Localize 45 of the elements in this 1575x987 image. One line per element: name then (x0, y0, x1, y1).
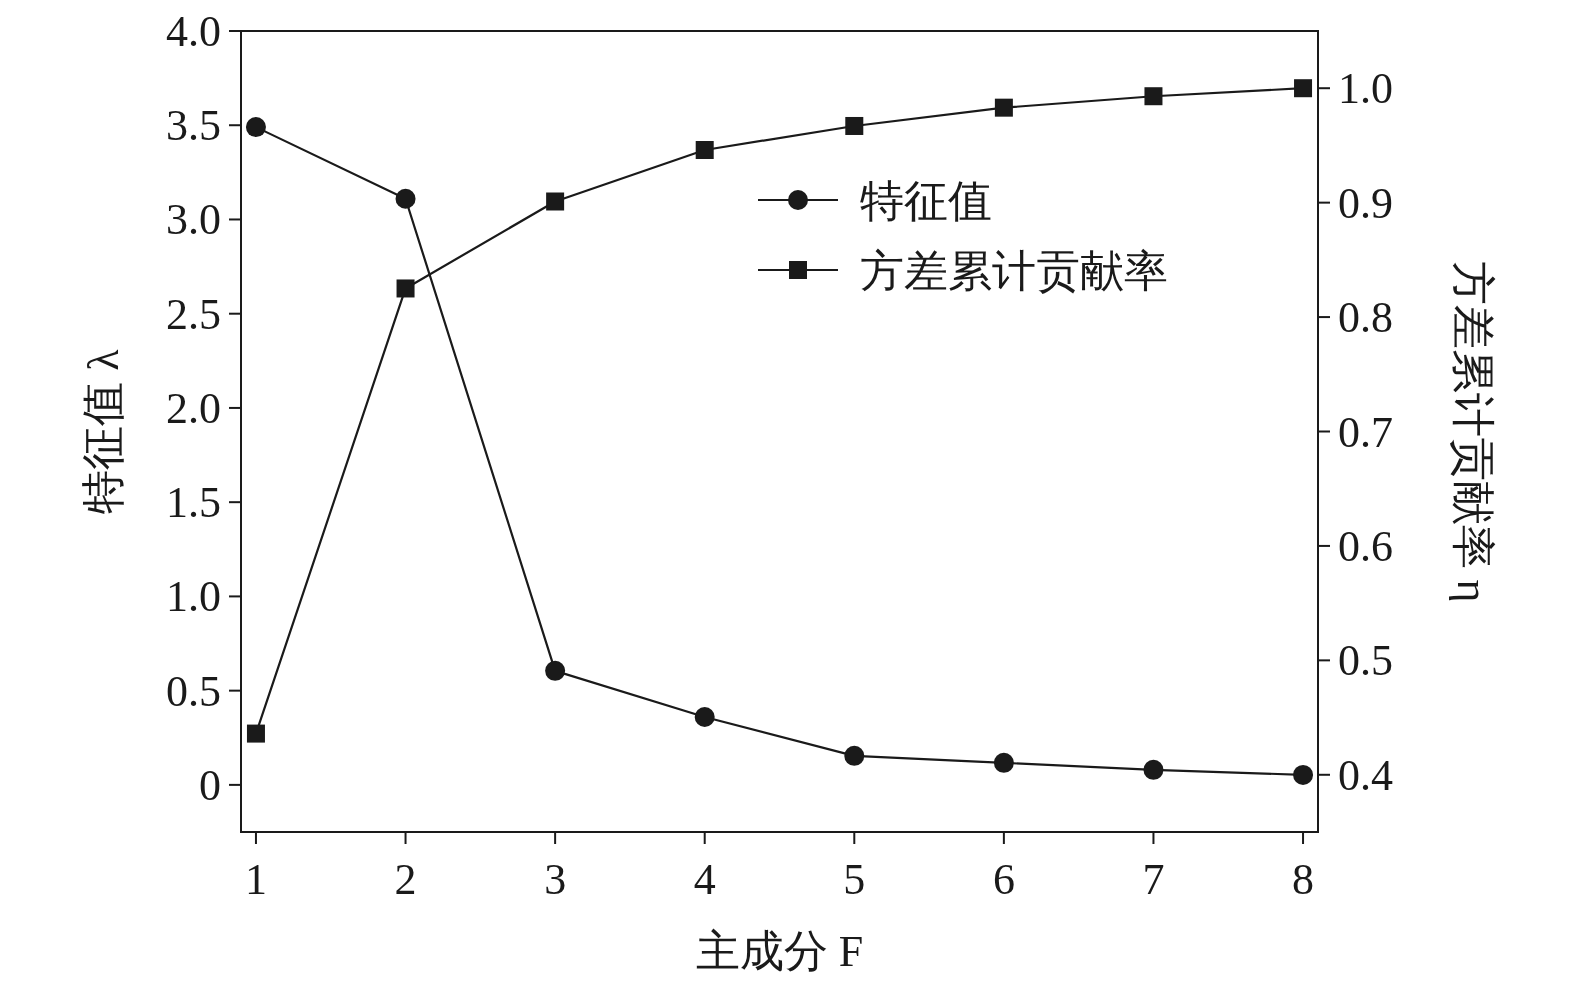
point (246, 724, 265, 743)
y2-tick-label: 0.8 (1338, 293, 1393, 343)
legend-label: 特征值 (860, 177, 992, 226)
x-tick-label: 5 (843, 855, 866, 904)
point (245, 117, 266, 138)
y-axis-title: 特征值 λ (79, 348, 128, 514)
y-tick-label: 1.0 (166, 572, 221, 622)
point (1294, 79, 1313, 98)
x-tick-label: 7 (1142, 855, 1165, 904)
point (396, 279, 415, 298)
point (694, 707, 715, 728)
point (845, 116, 864, 135)
y2-tick-label: 0.4 (1338, 750, 1393, 800)
point (844, 745, 865, 766)
y-tick-label: 0 (199, 760, 221, 810)
point (545, 660, 566, 681)
point (1143, 759, 1164, 780)
x-tick-label: 8 (1292, 855, 1315, 904)
y2-tick-label: 0.9 (1338, 178, 1393, 228)
point (994, 98, 1013, 117)
y-tick-label: 1.5 (166, 478, 221, 528)
y2-tick-label: 0.6 (1338, 521, 1393, 571)
x-axis-title: 主成分 F (695, 927, 864, 976)
legend-label: 方差累计贡献率 (860, 247, 1168, 296)
y-tick-label: 0.5 (166, 666, 221, 716)
y-tick-label: 3.0 (166, 195, 221, 245)
point (1144, 87, 1163, 106)
y-tick-label: 3.5 (166, 101, 221, 151)
x-tick-label: 3 (544, 855, 567, 904)
point (546, 192, 565, 211)
x-tick-label: 1 (244, 855, 267, 904)
x-tick-label: 6 (992, 855, 1015, 904)
x-tick-label: 2 (394, 855, 417, 904)
y-tick-label: 2.0 (166, 383, 221, 433)
y2-axis-title: 方差累计贡献率 η (1448, 260, 1497, 603)
y2-tick-label: 0.5 (1338, 636, 1393, 686)
y-tick-label: 2.5 (166, 289, 221, 339)
y2-tick-label: 0.7 (1338, 407, 1393, 457)
point (695, 141, 714, 160)
y2-tick-label: 1.0 (1338, 64, 1393, 114)
point (1293, 764, 1314, 785)
point (993, 752, 1014, 773)
x-tick-label: 4 (693, 855, 716, 904)
point (395, 188, 416, 209)
y-tick-label: 4.0 (166, 7, 221, 56)
